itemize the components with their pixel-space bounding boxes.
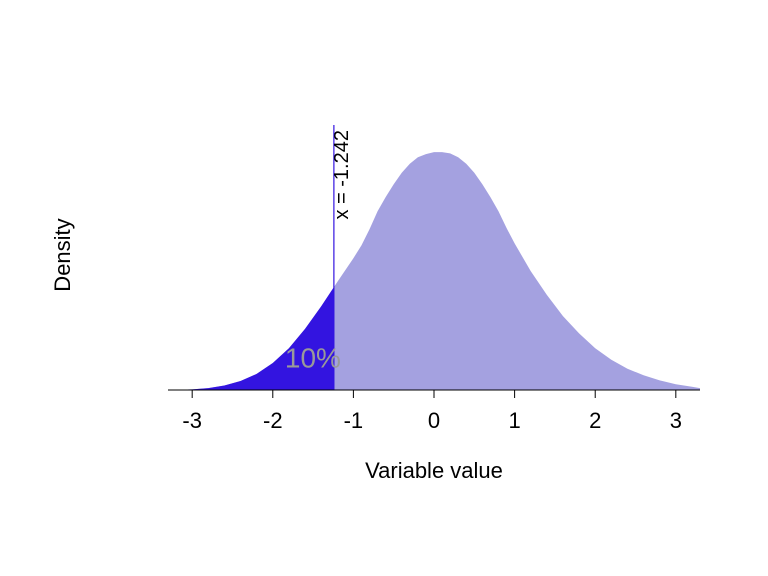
density-chart: x = -1.242 10% -3 -2 -1 0 1 2 3 Variable value Den… [0, 0, 768, 576]
x-tick-label: 1 [508, 408, 520, 433]
x-tick-label: -1 [344, 408, 364, 433]
density-area-left [168, 287, 334, 390]
x-axis-title: Variable value [365, 458, 503, 483]
x-tick-label: -3 [182, 408, 202, 433]
x-tick-label: 2 [589, 408, 601, 433]
y-axis-title: Density [50, 218, 75, 291]
density-area-full [168, 152, 700, 390]
percent-label: 10% [285, 343, 341, 374]
x-tick-label: 3 [670, 408, 682, 433]
x-tick-label: -2 [263, 408, 283, 433]
quantile-label: x = -1.242 [331, 130, 353, 220]
x-tick-label: 0 [428, 408, 440, 433]
